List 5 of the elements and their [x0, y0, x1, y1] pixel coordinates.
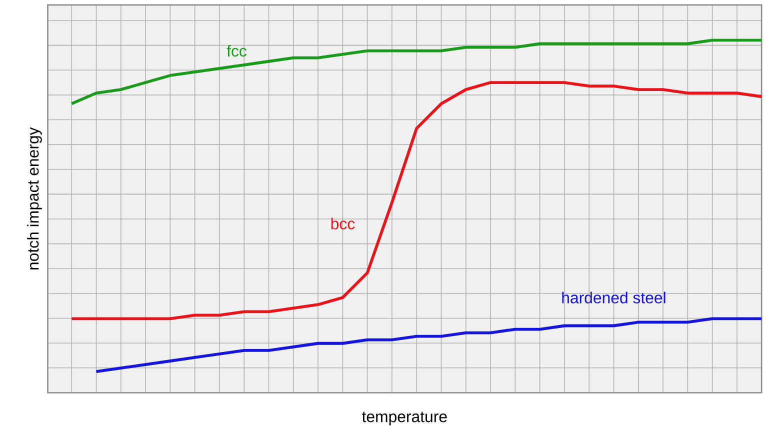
x-axis-title: temperature [362, 412, 447, 426]
series-label: fcc [226, 44, 246, 56]
y-axis-title: notch impact energy [27, 127, 42, 270]
series-label: bcc [331, 217, 355, 230]
series-label: hardened steel [562, 291, 666, 304]
